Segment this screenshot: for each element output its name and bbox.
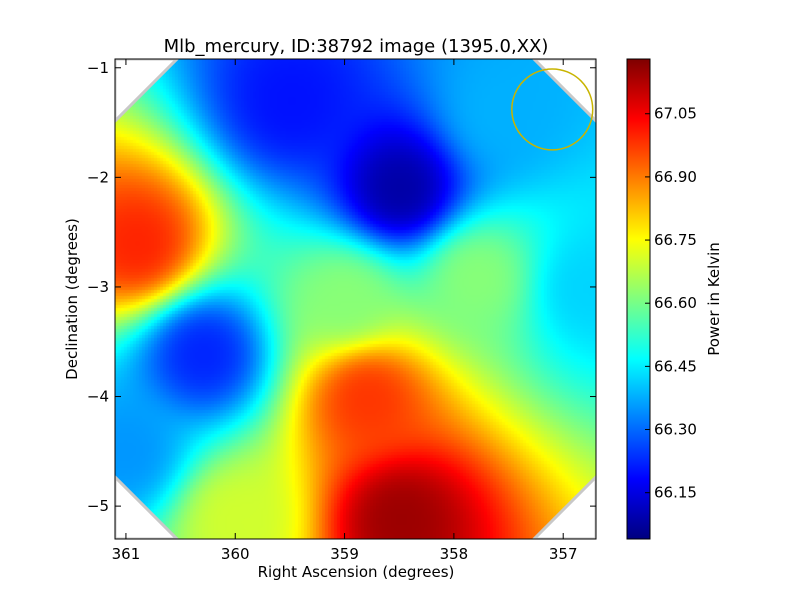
y-tick-label: −5 <box>87 497 109 515</box>
y-axis-ticks: −1 −2 −3 −4 −5 <box>87 59 596 515</box>
y-tick-label: −3 <box>87 278 109 296</box>
colorbar-tick-label: 67.05 <box>654 105 697 123</box>
colorbar-tick-label: 66.15 <box>654 484 697 502</box>
x-tick-label: 360 <box>221 545 250 563</box>
colorbar-tick-label: 66.75 <box>654 231 697 249</box>
plot-frame <box>114 58 597 540</box>
x-tick-label: 359 <box>330 545 359 563</box>
colorbar-ticks: 66.15 66.30 66.45 66.60 66.75 66.90 67.05 <box>645 105 697 502</box>
corner-masks <box>115 59 596 539</box>
y-tick-label: −1 <box>87 59 109 77</box>
x-tick-label: 358 <box>440 545 469 563</box>
heatmap-image <box>115 59 596 539</box>
y-tick-label: −4 <box>87 388 109 406</box>
y-axis-label: Declination (degrees) <box>63 218 81 380</box>
colorbar-tick-label: 66.90 <box>654 168 697 186</box>
corner-mask <box>531 59 596 124</box>
colorbar-tick-label: 66.45 <box>654 357 697 375</box>
x-axis-label: Right Ascension (degrees) <box>258 563 455 581</box>
x-tick-label: 357 <box>549 545 578 563</box>
x-tick-label: 361 <box>112 545 141 563</box>
chart-title: Mlb_mercury, ID:38792 image (1395.0,XX) <box>164 36 549 57</box>
corner-mask <box>531 474 596 539</box>
colorbar-tick-label: 66.30 <box>654 421 697 439</box>
colorbar <box>626 58 651 540</box>
corner-mask <box>115 474 180 539</box>
heatmap-area <box>115 59 596 539</box>
colorbar-label: Power in Kelvin <box>705 242 723 356</box>
colorbar-tick-label: 66.60 <box>654 294 697 312</box>
y-tick-label: −2 <box>87 168 109 186</box>
x-axis-ticks: 361 360 359 358 357 <box>112 59 578 563</box>
beam-circle <box>511 68 594 151</box>
corner-mask <box>115 59 180 124</box>
